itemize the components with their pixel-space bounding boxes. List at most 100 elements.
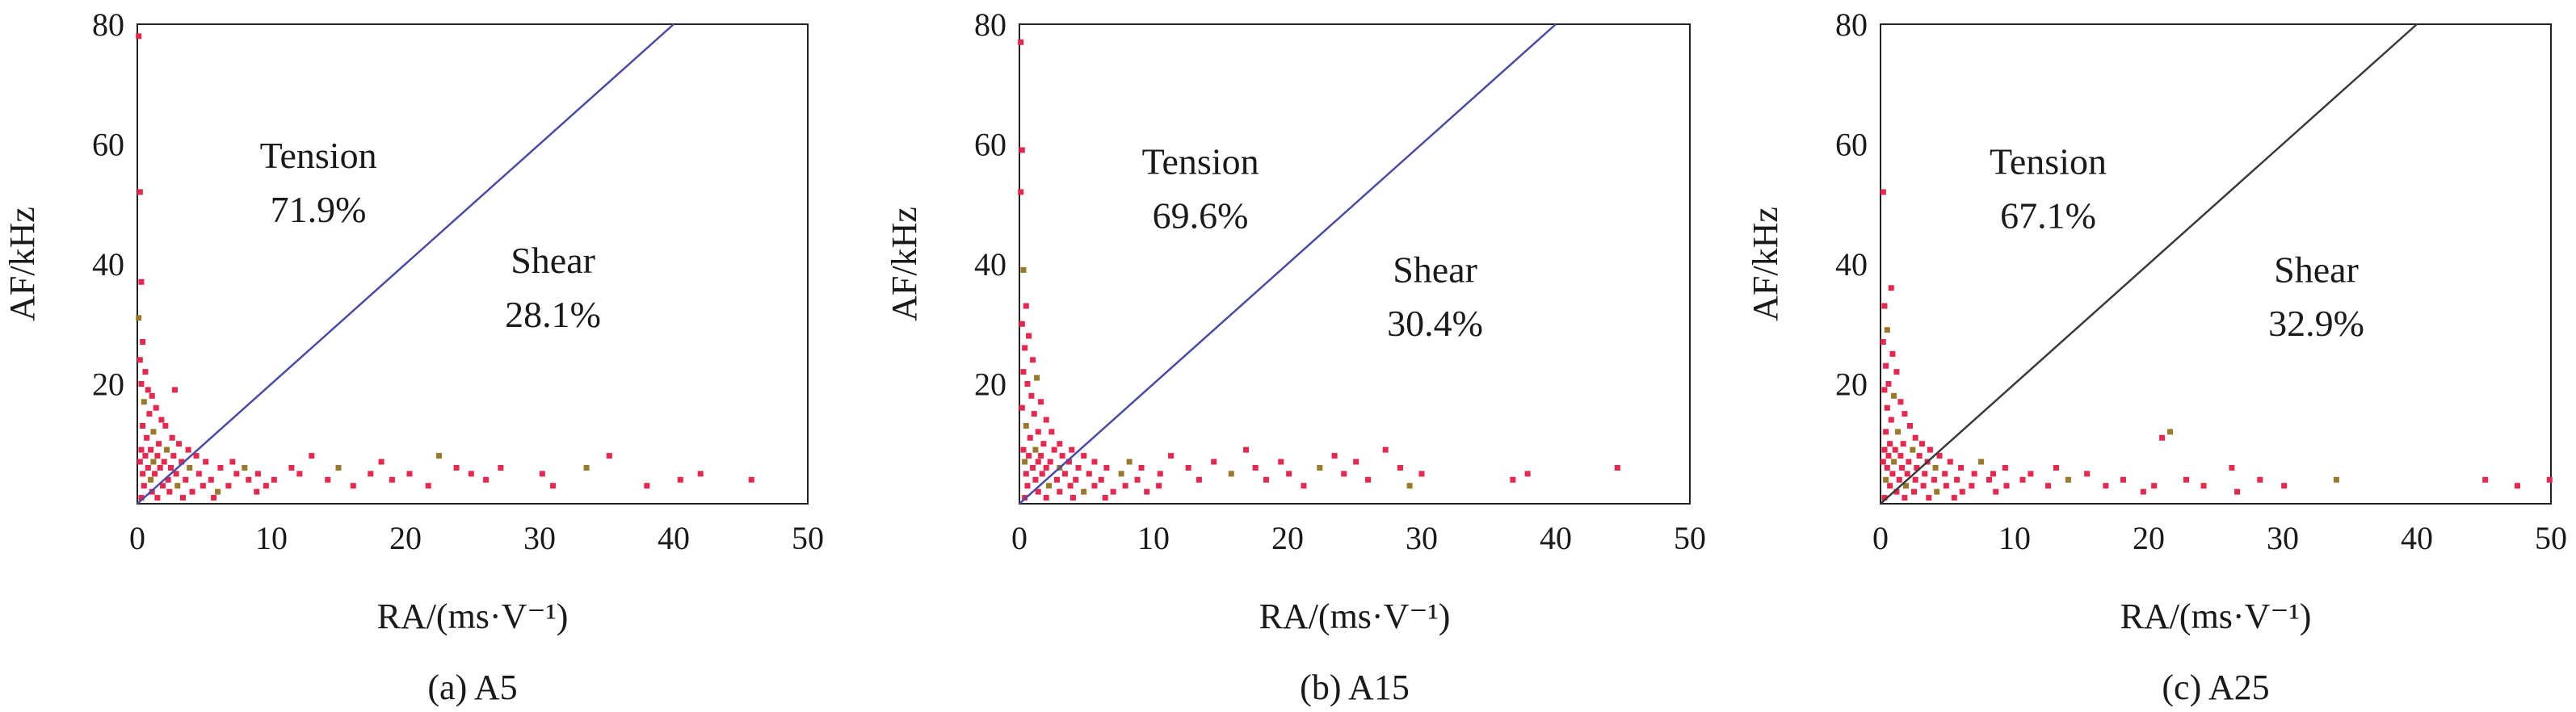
data-point xyxy=(242,464,248,471)
data-point xyxy=(1942,471,1948,477)
data-point xyxy=(606,453,612,459)
data-point xyxy=(1301,483,1307,489)
annotation-label: 30.4% xyxy=(1387,303,1483,344)
data-point xyxy=(1893,488,1900,495)
data-point xyxy=(1023,422,1029,429)
data-point xyxy=(1091,459,1098,465)
data-point xyxy=(2229,464,2235,471)
data-point xyxy=(171,387,178,393)
data-point xyxy=(677,476,683,483)
data-point xyxy=(368,471,374,477)
data-point xyxy=(2053,464,2059,471)
data-point xyxy=(1884,464,1890,471)
data-point xyxy=(1510,476,1516,483)
data-point xyxy=(137,189,143,195)
data-point xyxy=(1019,147,1025,153)
data-point xyxy=(140,339,146,346)
data-point xyxy=(453,464,460,471)
data-point xyxy=(1932,464,1939,471)
y-tick-label: 20 xyxy=(974,366,1006,403)
data-point xyxy=(2120,476,2126,483)
data-point xyxy=(1027,434,1033,441)
data-point xyxy=(149,392,155,399)
x-tick-label: 50 xyxy=(1674,520,1706,556)
data-point xyxy=(141,483,147,489)
x-axis-label: RA/(ms·V⁻¹) xyxy=(377,597,569,636)
data-point xyxy=(1880,459,1886,465)
data-point xyxy=(1020,369,1027,375)
data-point xyxy=(1884,404,1890,411)
divider-line xyxy=(1880,23,2418,505)
data-point xyxy=(1341,471,1347,477)
data-point xyxy=(1990,471,1996,477)
y-tick-label: 60 xyxy=(1835,127,1868,163)
data-point xyxy=(193,453,200,459)
data-point xyxy=(138,381,145,387)
data-point xyxy=(697,471,704,477)
data-point xyxy=(1144,488,1150,495)
data-point xyxy=(2183,476,2189,483)
annotation-label: Tension xyxy=(1990,141,2107,182)
data-point xyxy=(1035,459,1041,465)
data-point xyxy=(215,488,221,495)
data-point xyxy=(1912,434,1918,441)
data-point xyxy=(1196,476,1202,483)
data-point xyxy=(1895,429,1902,435)
data-point xyxy=(1885,453,1892,459)
data-point xyxy=(1103,464,1110,471)
data-point xyxy=(144,434,150,441)
data-point xyxy=(1048,429,1055,435)
data-point xyxy=(309,453,315,459)
data-point xyxy=(1028,392,1035,399)
data-point xyxy=(1899,464,1906,471)
data-point xyxy=(1888,285,1894,291)
data-point xyxy=(1418,471,1425,477)
data-point xyxy=(1881,446,1888,453)
data-point xyxy=(1043,417,1049,423)
data-point xyxy=(1023,471,1029,477)
chart-panel-1: 0 10 20 30 40 50 20 40 60 80 RA/(ms·V⁻¹) AF/kHz Tens… xyxy=(2,6,824,707)
data-point xyxy=(1252,464,1259,471)
data-point xyxy=(1382,446,1389,453)
data-point xyxy=(1059,453,1065,459)
data-point xyxy=(1891,459,1897,465)
data-point xyxy=(189,488,195,495)
data-point xyxy=(1024,381,1031,387)
annotation-label: Tension xyxy=(260,135,377,176)
data-point xyxy=(296,471,303,477)
data-point xyxy=(217,464,224,471)
data-point xyxy=(142,453,149,459)
data-point xyxy=(335,464,342,471)
annotation-label: Shear xyxy=(1393,249,1477,290)
data-point xyxy=(1046,483,1053,489)
data-point xyxy=(1278,459,1284,465)
data-point xyxy=(1126,459,1133,465)
data-point xyxy=(138,446,145,453)
data-point xyxy=(1157,471,1163,477)
x-tick-label: 10 xyxy=(255,520,288,556)
data-point xyxy=(1353,459,1359,465)
data-point xyxy=(1138,464,1145,471)
data-point xyxy=(1043,495,1049,501)
data-point xyxy=(1102,495,1108,501)
data-point xyxy=(1891,392,1897,399)
data-point xyxy=(1081,488,1087,495)
y-axis-label: AF/kHz xyxy=(1746,207,1785,321)
data-point xyxy=(1035,488,1041,495)
data-point xyxy=(325,476,331,483)
data-point xyxy=(1900,441,1906,447)
data-point xyxy=(1047,459,1053,465)
data-point xyxy=(1168,453,1175,459)
data-point xyxy=(1211,459,1217,465)
y-tick-label: 40 xyxy=(974,246,1006,283)
data-point xyxy=(195,471,202,477)
data-point xyxy=(1892,446,1898,453)
chart-panel-3: 0 10 20 30 40 50 20 40 60 80 RA/(ms·V⁻¹) AF/kHz Tens… xyxy=(1746,6,2567,707)
data-point xyxy=(1969,483,1975,489)
data-point xyxy=(1971,471,1977,477)
data-point xyxy=(166,488,173,495)
data-point xyxy=(2065,476,2071,483)
data-point xyxy=(2002,464,2008,471)
data-point xyxy=(1061,471,1068,477)
data-point xyxy=(483,476,490,483)
